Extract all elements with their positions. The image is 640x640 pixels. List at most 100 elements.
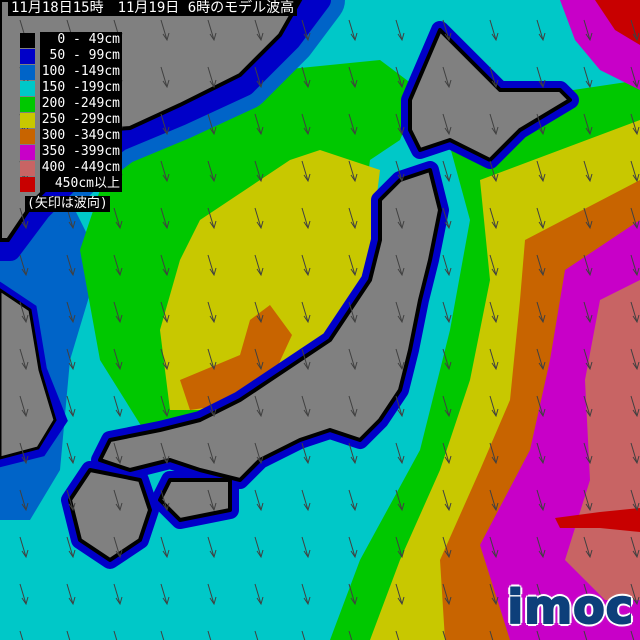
wave-direction-arrow-icon [301,630,306,640]
wave-direction-arrow-icon [160,442,170,465]
wave-direction-arrow-icon [489,66,499,89]
wave-direction-arrow-icon [301,301,311,324]
wave-direction-arrow-icon [395,254,405,277]
wave-direction-arrow-icon [489,442,499,465]
legend-swatch [20,32,35,48]
wave-direction-arrow-icon [630,254,640,277]
wave-direction-arrow-icon [536,160,546,183]
legend-label: 150 -199cm [40,80,122,96]
wave-direction-arrow-icon [630,113,640,136]
legend-swatch [20,176,35,192]
wave-direction-arrow-icon [66,536,76,559]
wave-direction-arrow-icon [583,160,593,183]
wave-direction-arrow-icon [254,160,264,183]
wave-direction-arrow-icon [160,630,165,640]
band-450-plus-north [595,0,640,45]
wave-direction-arrow-icon [66,254,76,277]
wave-direction-arrow-icon [536,583,546,606]
wave-direction-arrow-icon [536,442,546,465]
wave-direction-arrow-icon [489,113,499,136]
wave-direction-arrow-icon [207,536,217,559]
wave-direction-arrow-icon [395,536,405,559]
wave-direction-arrow-icon [630,301,640,324]
legend: 0 - 49cm 50 - 99cm 100 -149cm 150 -199cm 20… [20,32,122,212]
wave-direction-arrow-icon [442,207,452,230]
wave-direction-arrow-icon [301,489,311,512]
legend-label: 300 -349cm [40,128,122,144]
wave-direction-arrow-icon [348,630,353,640]
wave-direction-arrow-icon [536,489,546,512]
legend-item: 400 -449cm [20,160,122,176]
wave-direction-arrow-icon [113,348,123,371]
wave-direction-arrow-icon [536,66,546,89]
wave-direction-arrow-icon [348,207,358,230]
wave-direction-arrow-icon [442,348,452,371]
wave-direction-arrow-icon [113,301,123,324]
wave-direction-arrow-icon [442,160,452,183]
wave-direction-arrow-icon [207,348,217,371]
wave-direction-arrow-icon [66,630,71,640]
wave-direction-arrow-icon [160,301,170,324]
legend-label: 250 -299cm [40,112,122,128]
wave-direction-arrow-icon [489,489,499,512]
wave-direction-arrow-icon [630,395,640,418]
wave-direction-arrow-icon [395,583,405,606]
legend-swatch [20,128,35,144]
wave-direction-arrow-icon [254,536,264,559]
wave-direction-arrow-icon [301,536,311,559]
wave-direction-arrow-icon [630,66,640,89]
wave-direction-arrow-icon [301,113,311,136]
wave-direction-arrow-icon [348,19,358,42]
wave-direction-arrow-icon [19,630,24,640]
wave-direction-arrow-icon [160,489,170,512]
wave-direction-arrow-icon [583,66,593,89]
wave-direction-arrow-icon [442,113,452,136]
wave-direction-arrow-icon [348,66,358,89]
imoc-logo: imoc [506,579,634,635]
wave-direction-arrow-icon [254,301,264,324]
wave-direction-arrow-icon [395,348,405,371]
wave-direction-arrow-icon [207,395,217,418]
wave-direction-arrow-icon [442,442,452,465]
wave-direction-arrow-icon [113,442,123,465]
wave-direction-arrow-icon [254,489,264,512]
wave-direction-arrow-icon [207,207,217,230]
wave-direction-arrow-icon [113,207,123,230]
wave-direction-arrow-icon [19,536,29,559]
wave-direction-arrow-icon [254,442,264,465]
wave-direction-arrow-icon [536,395,546,418]
wave-direction-arrow-icon [348,160,358,183]
wave-direction-arrow-icon [19,395,29,418]
wave-direction-arrow-icon [113,489,123,512]
wave-direction-arrow-icon [583,348,593,371]
wave-direction-arrow-icon [301,442,311,465]
band-450-plus-pacific [555,508,640,532]
legend-item: 200 -249cm [20,96,122,112]
legend-item: 100 -149cm [20,64,122,80]
wave-direction-arrow-icon [630,160,640,183]
wave-direction-arrow-icon [254,254,264,277]
wave-direction-arrow-icon [301,583,311,606]
wave-direction-arrow-icon [254,66,264,89]
wave-direction-arrow-icon [348,583,358,606]
wave-direction-arrow-icon [66,395,76,418]
wave-direction-arrow-icon [489,395,499,418]
wave-direction-arrow-icon [395,395,405,418]
wave-direction-arrow-icon [254,583,264,606]
wave-direction-arrow-icon [536,254,546,277]
legend-label: 0 - 49cm [40,32,122,48]
wave-direction-arrow-icon [583,19,593,42]
wave-direction-arrow-icon [19,489,29,512]
wave-direction-arrow-icon [207,66,217,89]
wave-direction-arrow-icon [348,442,358,465]
wave-direction-arrow-icon [207,489,217,512]
legend-swatch [20,80,35,96]
legend-item: 350 -399cm [20,144,122,160]
wave-direction-arrow-icon [207,442,217,465]
wave-direction-arrow-icon [489,19,499,42]
wave-direction-arrow-icon [395,113,405,136]
legend-item: 450cm以上 [20,176,122,192]
band-300-349-sea-of-japan [180,305,292,410]
legend-item: 50 - 99cm [20,48,122,64]
wave-direction-arrow-icon [442,19,452,42]
